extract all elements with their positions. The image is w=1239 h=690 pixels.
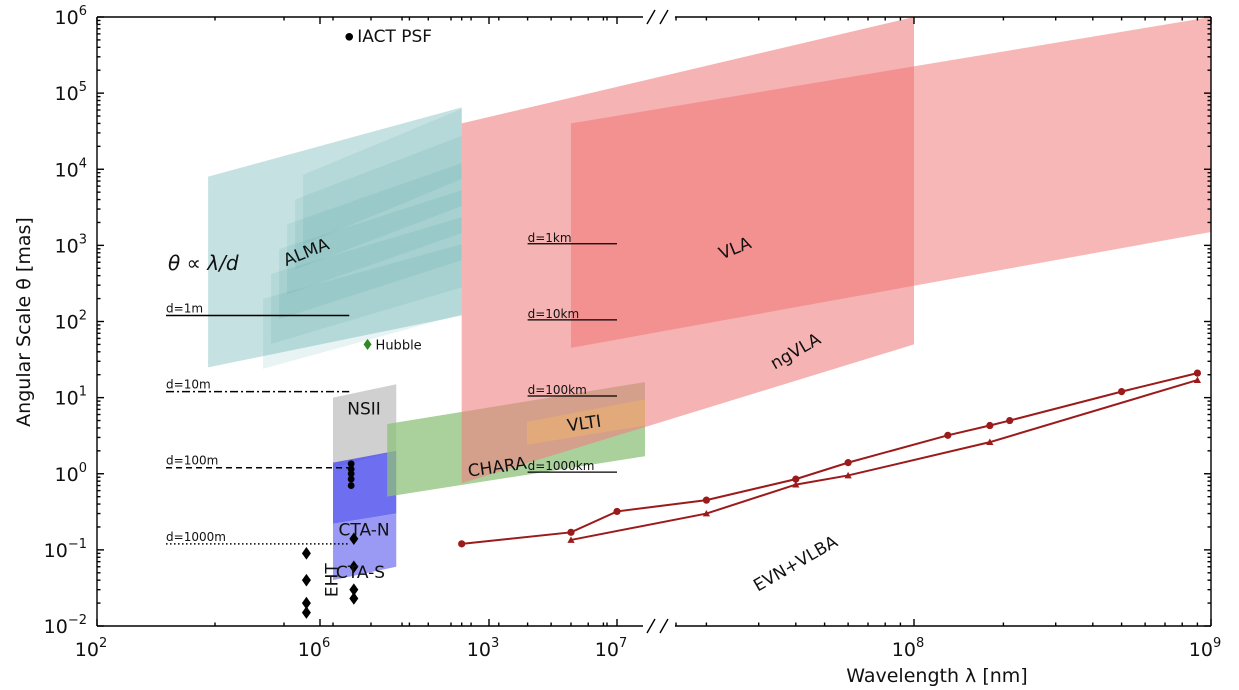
series-point-evn-vlba-4 bbox=[792, 475, 800, 483]
diffraction-label-d-10km: d=10km bbox=[528, 307, 580, 321]
series-point-eht-2 bbox=[301, 596, 311, 610]
series-point-eht-6 bbox=[349, 583, 359, 596]
y-tick-label-5: 105 bbox=[55, 80, 87, 105]
y-tick-label-0: 100 bbox=[55, 461, 87, 486]
series-point-eht-5 bbox=[349, 560, 359, 574]
series-point-eht-4 bbox=[349, 532, 359, 546]
diffraction-label-d-1m: d=1m bbox=[166, 301, 203, 315]
point-hubble bbox=[363, 338, 372, 351]
series-point-evn-vlba-triangles-1 bbox=[702, 509, 711, 517]
series-point-evn-vlba-9 bbox=[1117, 387, 1126, 396]
x-axis-label: Wavelength λ [nm] bbox=[846, 665, 1027, 687]
x-tick-label-9: 109 bbox=[1189, 636, 1221, 661]
region-cta-n bbox=[333, 450, 397, 524]
series-point-evn-vlba-8 bbox=[1006, 416, 1014, 425]
series-point-evn-vlba-10 bbox=[1193, 369, 1202, 377]
text-label-evn-vlba: EVN+VLBA bbox=[750, 532, 841, 596]
point-iact-psf bbox=[345, 32, 354, 41]
text-label-eht: EHT bbox=[322, 563, 342, 598]
point-label-iact-psf: IACT PSF bbox=[357, 27, 432, 47]
cta-point-3 bbox=[347, 475, 355, 483]
diffraction-label-d-100km: d=100km bbox=[528, 383, 587, 397]
series-point-evn-vlba-triangles-0 bbox=[567, 536, 575, 543]
cta-point-4 bbox=[347, 482, 355, 489]
cta-point-2 bbox=[347, 470, 355, 478]
region-nsii bbox=[333, 384, 397, 468]
diffraction-lines-layer bbox=[166, 243, 617, 545]
series-point-evn-vlba-triangles-4 bbox=[986, 438, 994, 446]
series-point-evn-vlba-6 bbox=[944, 431, 952, 439]
series-line-evn-vlba-triangles bbox=[570, 379, 1198, 541]
y-tick-label-3: 103 bbox=[55, 232, 87, 257]
series-point-evn-vlba-5 bbox=[844, 459, 852, 467]
axis-break-top-2 bbox=[659, 9, 669, 25]
x-tick-label-6: 106 bbox=[298, 636, 330, 661]
y-tick-label-6: 106 bbox=[55, 4, 87, 29]
diffraction-label-d-1000m: d=1000m bbox=[166, 530, 226, 544]
y-tick-label-−1: 10−1 bbox=[44, 537, 87, 562]
alma-band-5 bbox=[303, 108, 462, 245]
y-axis-label: Angular Scale θ [mas] bbox=[13, 217, 35, 427]
series-point-eht-7 bbox=[349, 592, 359, 605]
series-point-evn-vlba-triangles-2 bbox=[792, 481, 800, 488]
regions-layer bbox=[208, 17, 1211, 581]
region-alma bbox=[208, 107, 462, 368]
series-point-evn-vlba-7 bbox=[986, 421, 994, 430]
diffraction-label-d-1000km: d=1000km bbox=[528, 459, 595, 473]
point-label-hubble: Hubble bbox=[376, 338, 422, 353]
x-tick-label-7: 107 bbox=[595, 636, 627, 661]
alma-band-0 bbox=[263, 244, 462, 369]
region-ngvla bbox=[570, 17, 1211, 348]
series-point-evn-vlba-1 bbox=[567, 528, 575, 536]
region-label-vlti: VLTI bbox=[566, 412, 603, 437]
series-point-evn-vlba-2 bbox=[613, 507, 621, 516]
series-point-evn-vlba-triangles-5 bbox=[1193, 376, 1202, 383]
series-layer bbox=[301, 32, 1202, 619]
diffraction-label-d-10m: d=10m bbox=[166, 378, 211, 392]
alma-band-3 bbox=[287, 163, 462, 295]
series-point-evn-vlba-3 bbox=[702, 496, 711, 504]
cta-point-0 bbox=[347, 460, 355, 468]
axis-break-top-1 bbox=[646, 9, 656, 25]
region-cta-s bbox=[333, 513, 397, 581]
alma-band-2 bbox=[279, 190, 462, 320]
region-label-cta-n: CTA-N bbox=[339, 520, 390, 540]
axis-break-bottom-2 bbox=[659, 618, 669, 634]
diffraction-label-d-100m: d=100m bbox=[166, 454, 218, 468]
y-tick-label-2: 102 bbox=[55, 309, 87, 334]
series-point-eht-3 bbox=[301, 606, 311, 619]
alma-band-1 bbox=[271, 217, 462, 344]
y-tick-label-4: 104 bbox=[55, 156, 87, 181]
y-tick-label-−2: 10−2 bbox=[44, 613, 87, 638]
series-point-evn-vlba-0 bbox=[458, 540, 466, 548]
alma-band-4 bbox=[295, 136, 462, 270]
x-tick-label-3: 103 bbox=[467, 636, 499, 661]
x-tick-label-2: 102 bbox=[75, 636, 107, 661]
series-point-eht-0 bbox=[301, 547, 311, 560]
formula-annotation: θ ∝ λ/d bbox=[168, 251, 239, 275]
x-tick-label-8: 108 bbox=[892, 636, 924, 661]
series-point-evn-vlba-triangles-3 bbox=[844, 471, 852, 479]
region-label-cta-s: CTA-S bbox=[336, 563, 385, 583]
y-tick-label-1: 101 bbox=[55, 385, 87, 410]
series-point-eht-1 bbox=[301, 573, 311, 587]
axes-layer: 10−2 10−1 100 101 102 103 104 105 106 102 103 106 10… bbox=[44, 4, 1222, 661]
diffraction-label-d-1km: d=1km bbox=[528, 231, 572, 245]
region-label-nsii: NSII bbox=[347, 399, 381, 419]
axis-break-bottom-1 bbox=[646, 618, 656, 634]
